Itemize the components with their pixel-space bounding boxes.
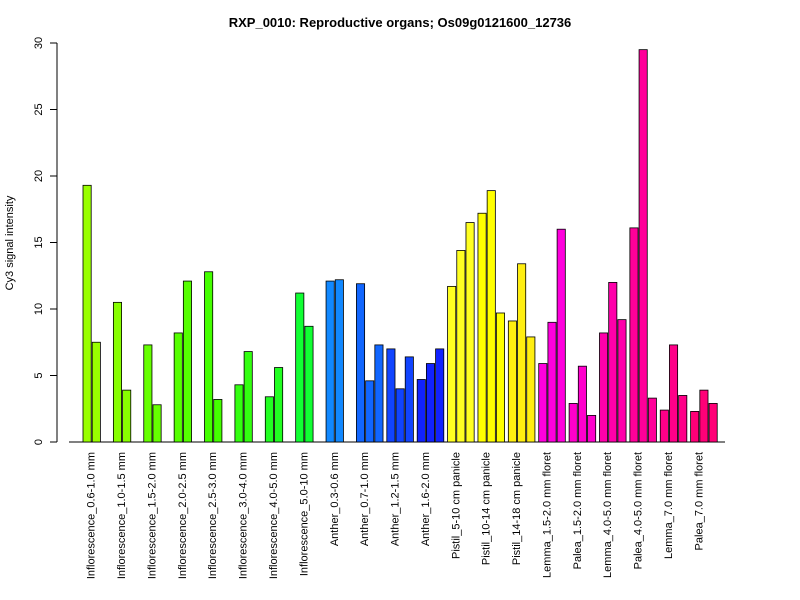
x-category-label: Inflorescence_5.0-10 mm	[298, 452, 310, 576]
bar	[143, 344, 153, 443]
bar	[356, 283, 366, 443]
x-category-label: Pistil_14-18 cm panicle	[511, 452, 523, 565]
bar	[495, 312, 505, 443]
bar	[304, 325, 314, 443]
x-category-label: Pistil_10-14 cm panicle	[481, 452, 493, 565]
bar	[274, 367, 284, 443]
y-axis-label: Cy3 signal intensity	[4, 195, 16, 290]
bar	[386, 348, 396, 443]
y-tick-label: 0	[33, 439, 45, 445]
bar	[82, 184, 92, 443]
bar	[587, 414, 597, 443]
bar	[699, 389, 709, 443]
x-category-label: Palea_4.0-5.0 mm floret	[633, 452, 645, 569]
y-tick-label: 5	[33, 372, 45, 378]
x-category-label: Inflorescence_3.0-4.0 mm	[238, 452, 250, 579]
bar	[365, 380, 375, 443]
bar	[617, 319, 627, 443]
bar	[486, 190, 496, 443]
bar	[182, 280, 192, 443]
bar	[647, 397, 657, 443]
bar	[374, 344, 384, 443]
bar	[91, 341, 101, 443]
bar	[325, 280, 335, 443]
bar	[690, 411, 700, 443]
x-category-label: Anther_1.6-2.0 mm	[420, 452, 432, 546]
bar	[404, 356, 414, 443]
bar	[112, 301, 122, 443]
bar	[708, 403, 718, 443]
y-tick-label: 30	[33, 37, 45, 49]
bar	[456, 250, 466, 443]
x-category-label: Anther_1.2-1.5 mm	[390, 452, 402, 546]
bar	[517, 263, 527, 443]
bars-group	[82, 49, 718, 443]
bar	[152, 404, 162, 443]
x-category-label: Palea_7.0 mm floret	[693, 452, 705, 550]
bar	[669, 344, 679, 443]
y-axis: 0 5 10 15 20 25 30	[33, 37, 58, 445]
bar	[447, 285, 457, 443]
bar	[547, 321, 557, 443]
bar	[204, 271, 214, 443]
bar	[465, 222, 475, 443]
x-category-label: Anther_0.3-0.6 mm	[329, 452, 341, 546]
x-category-label: Inflorescence_4.0-5.0 mm	[268, 452, 280, 579]
bar	[599, 332, 609, 443]
x-category-label: Inflorescence_1.5-2.0 mm	[146, 452, 158, 579]
bar	[213, 399, 223, 443]
x-category-label: Pistil_5-10 cm panicle	[450, 452, 462, 559]
bar	[334, 279, 344, 443]
x-category-label: Anther_0.7-1.0 mm	[359, 452, 371, 546]
category-labels: Inflorescence_0.6-1.0 mm Inflorescence_1.…	[86, 452, 706, 579]
bar	[173, 332, 183, 443]
x-category-label: Palea_1.5-2.0 mm floret	[572, 452, 584, 569]
bar	[416, 379, 426, 443]
y-tick-label: 15	[33, 236, 45, 248]
x-category-label: Inflorescence_0.6-1.0 mm	[86, 452, 98, 579]
chart-title: RXP_0010: Reproductive organs; Os09g0121…	[229, 15, 572, 30]
bar	[295, 292, 305, 443]
bar	[608, 281, 618, 443]
x-category-label: Inflorescence_2.5-3.0 mm	[207, 452, 219, 579]
bar	[678, 395, 688, 443]
bar	[638, 49, 648, 443]
x-category-label: Inflorescence_1.0-1.5 mm	[116, 452, 128, 579]
bar	[234, 384, 244, 443]
y-tick-label: 25	[33, 103, 45, 115]
bar	[507, 320, 517, 443]
bar	[435, 348, 445, 443]
bar	[538, 363, 548, 443]
bar	[395, 388, 405, 443]
bar	[425, 363, 435, 443]
bar	[568, 403, 578, 443]
bar	[477, 212, 487, 443]
bar	[264, 396, 274, 443]
bar	[243, 351, 253, 443]
bar	[526, 336, 536, 443]
bar	[556, 228, 566, 443]
y-tick-label: 20	[33, 170, 45, 182]
x-category-label: Lemma_1.5-2.0 mm floret	[541, 452, 553, 578]
x-category-label: Inflorescence_2.0-2.5 mm	[177, 452, 189, 579]
bar	[659, 409, 669, 443]
bar	[122, 389, 132, 443]
bar	[629, 227, 639, 443]
x-category-label: Lemma_4.0-5.0 mm floret	[602, 452, 614, 578]
bar	[577, 365, 587, 443]
y-tick-label: 10	[33, 303, 45, 315]
x-category-label: Lemma_7.0 mm floret	[663, 452, 675, 559]
